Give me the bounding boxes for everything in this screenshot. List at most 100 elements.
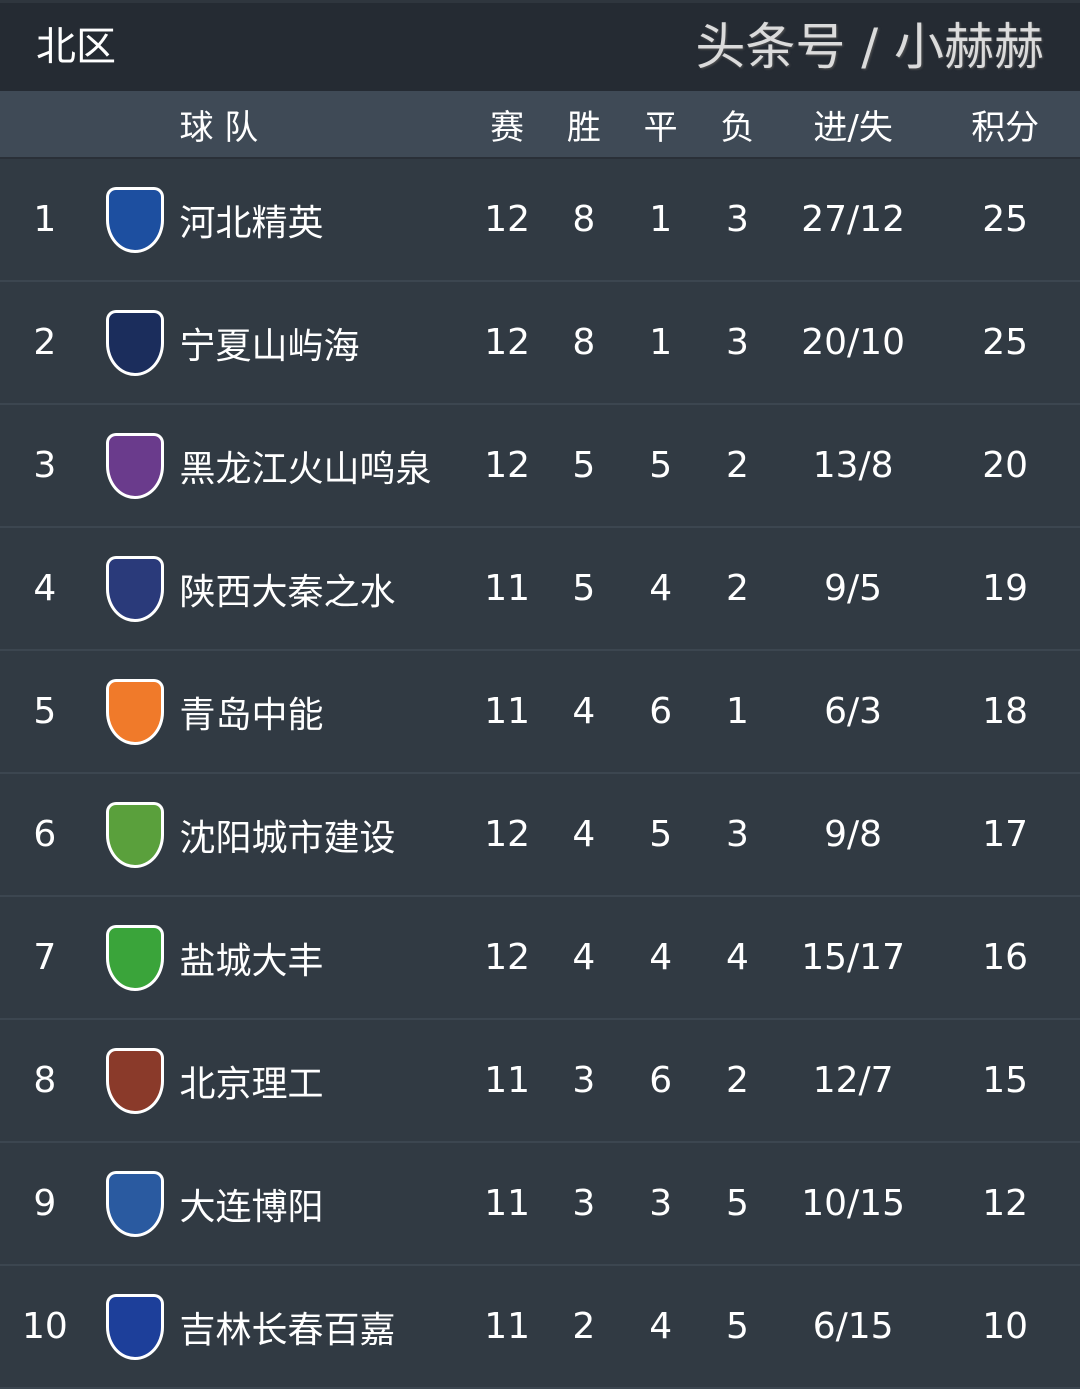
lost: 2 (725, 568, 749, 609)
won: 5 (572, 568, 596, 609)
won: 8 (572, 322, 596, 363)
rank: 4 (33, 568, 57, 609)
won: 4 (572, 691, 596, 732)
drawn: 5 (649, 445, 673, 486)
rank: 10 (21, 1306, 68, 1347)
won: 3 (572, 1060, 596, 1101)
won: 8 (572, 199, 596, 240)
standings-table: 1 河北精英 12 8 1 3 27/12 25 2 宁夏山屿海 12 8 1 3… (0, 159, 1080, 1389)
header-lost: 负 (720, 107, 755, 148)
header-goals: 进/失 (813, 107, 893, 148)
lost: 2 (725, 445, 749, 486)
played: 12 (484, 199, 530, 240)
lost: 1 (725, 691, 749, 732)
table-row[interactable]: 10 吉林长春百嘉 11 2 4 5 6/15 10 (0, 1266, 1080, 1389)
drawn: 6 (649, 1060, 673, 1101)
table-header: 球 队 赛 胜 平 负 进/失 积分 (0, 91, 1080, 159)
points: 18 (982, 691, 1029, 732)
team-name: 沈阳城市建设 (179, 817, 396, 859)
goals: 20/10 (801, 322, 905, 363)
points: 17 (982, 814, 1029, 855)
lost: 3 (725, 322, 749, 363)
team-logo-icon (105, 555, 164, 622)
team-logo-icon (105, 186, 164, 253)
team-logo-icon (105, 1047, 164, 1114)
goals: 15/17 (801, 937, 905, 978)
section-title: 北区 (36, 24, 116, 70)
team-logo-icon (105, 678, 164, 745)
drawn: 3 (649, 1183, 673, 1224)
team-logo-icon (105, 924, 164, 991)
team-logo-icon (105, 801, 164, 868)
rank: 9 (33, 1183, 57, 1224)
team-logo-icon (105, 1170, 164, 1237)
points: 20 (982, 445, 1029, 486)
won: 2 (572, 1306, 596, 1347)
drawn: 6 (649, 691, 673, 732)
won: 4 (572, 937, 596, 978)
table-row[interactable]: 8 北京理工 11 3 6 2 12/7 15 (0, 1020, 1080, 1143)
lost: 4 (725, 937, 749, 978)
watermark: 头条号 / 小赫赫 (695, 18, 1044, 76)
team-name: 河北精英 (179, 202, 324, 244)
drawn: 5 (649, 814, 673, 855)
drawn: 1 (649, 199, 673, 240)
team-name: 盐城大丰 (179, 940, 324, 982)
table-row[interactable]: 3 黑龙江火山鸣泉 12 5 5 2 13/8 20 (0, 405, 1080, 528)
team-logo-icon (105, 309, 164, 376)
lost: 3 (725, 814, 749, 855)
goals: 27/12 (801, 199, 905, 240)
played: 12 (484, 445, 530, 486)
points: 25 (982, 322, 1029, 363)
played: 11 (484, 1306, 530, 1347)
rank: 3 (33, 445, 57, 486)
rank: 1 (33, 199, 57, 240)
header-played: 赛 (490, 107, 525, 148)
goals: 12/7 (812, 1060, 894, 1101)
table-row[interactable]: 6 沈阳城市建设 12 4 5 3 9/8 17 (0, 774, 1080, 897)
drawn: 4 (649, 1306, 673, 1347)
header-team: 球 队 (179, 107, 259, 148)
points: 15 (982, 1060, 1029, 1101)
goals: 6/3 (824, 691, 883, 732)
team-name: 黑龙江火山鸣泉 (179, 448, 432, 490)
table-row[interactable]: 5 青岛中能 11 4 6 1 6/3 18 (0, 651, 1080, 774)
team-logo-icon (105, 1293, 164, 1360)
won: 3 (572, 1183, 596, 1224)
played: 12 (484, 814, 530, 855)
team-name: 大连博阳 (179, 1186, 324, 1228)
played: 12 (484, 937, 530, 978)
team-name: 吉林长春百嘉 (179, 1309, 396, 1351)
points: 12 (982, 1183, 1029, 1224)
points: 10 (982, 1306, 1029, 1347)
lost: 5 (725, 1306, 749, 1347)
goals: 6/15 (812, 1306, 894, 1347)
rank: 7 (33, 937, 57, 978)
team-name: 北京理工 (179, 1063, 324, 1105)
table-row[interactable]: 2 宁夏山屿海 12 8 1 3 20/10 25 (0, 282, 1080, 405)
rank: 8 (33, 1060, 57, 1101)
points: 16 (982, 937, 1029, 978)
played: 11 (484, 568, 530, 609)
table-row[interactable]: 7 盐城大丰 12 4 4 4 15/17 16 (0, 897, 1080, 1020)
team-name: 宁夏山屿海 (179, 325, 360, 367)
table-row[interactable]: 9 大连博阳 11 3 3 5 10/15 12 (0, 1143, 1080, 1266)
won: 4 (572, 814, 596, 855)
won: 5 (572, 445, 596, 486)
rank: 2 (33, 322, 57, 363)
drawn: 4 (649, 937, 673, 978)
goals: 9/5 (824, 568, 883, 609)
rank: 5 (33, 691, 57, 732)
lost: 2 (725, 1060, 749, 1101)
header-won: 胜 (566, 107, 601, 148)
table-row[interactable]: 1 河北精英 12 8 1 3 27/12 25 (0, 159, 1080, 282)
table-row[interactable]: 4 陕西大秦之水 11 5 4 2 9/5 19 (0, 528, 1080, 651)
team-logo-icon (105, 432, 164, 499)
lost: 5 (725, 1183, 749, 1224)
played: 11 (484, 691, 530, 732)
points: 19 (982, 568, 1029, 609)
team-name: 青岛中能 (179, 694, 324, 736)
lost: 3 (725, 199, 749, 240)
drawn: 4 (649, 568, 673, 609)
goals: 9/8 (824, 814, 883, 855)
